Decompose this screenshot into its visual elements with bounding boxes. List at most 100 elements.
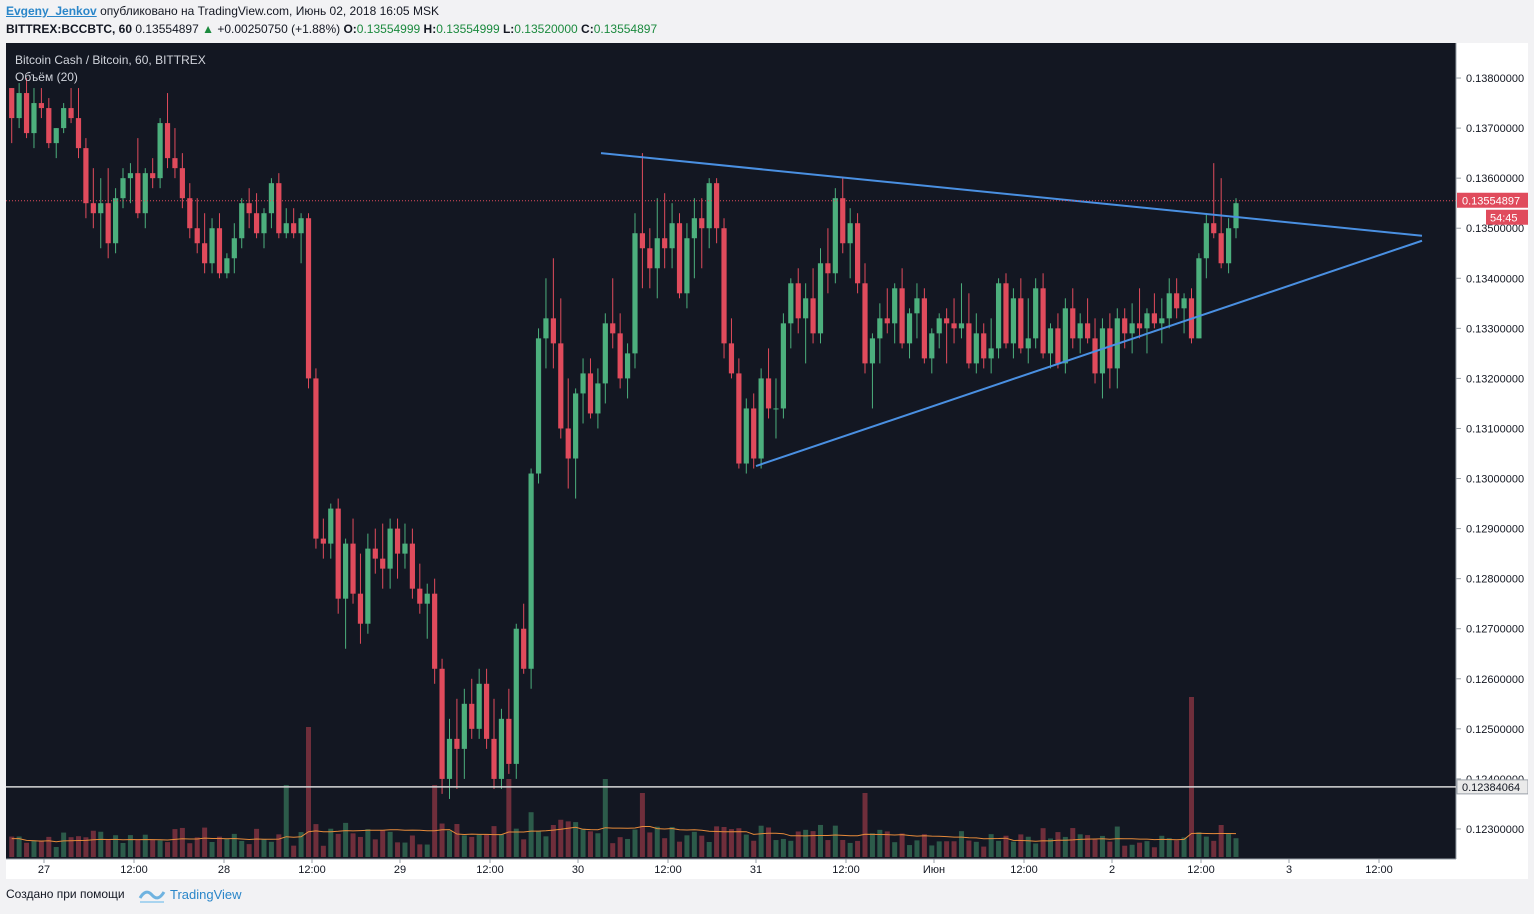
candle-body [721,228,727,344]
volume-bar [1181,837,1187,857]
candle-body [691,218,697,239]
volume-bar [1077,834,1083,857]
tradingview-logo-icon[interactable] [138,886,166,904]
candle-body [187,198,193,229]
candle-body [439,668,445,779]
volume-bar [565,821,571,857]
candle-body [461,703,467,749]
volume-bar [855,840,861,857]
candle-body [803,298,809,319]
volume-bar [1033,843,1039,857]
volume-bar [721,826,727,857]
volume-bar [1188,697,1194,857]
candle-body [1085,323,1091,339]
candle-body [936,318,942,334]
volume-bar [491,826,497,857]
close-label: C: [581,22,594,36]
candle-body [639,233,646,249]
volume-bar [120,842,126,857]
candle-body [1047,328,1054,354]
volume-bar [113,835,119,857]
volume-bar [1085,835,1091,857]
candle-body [632,233,638,354]
candle-body [743,408,749,464]
volume-bar [224,839,230,857]
candle-body [387,528,393,569]
candle-body [1070,308,1076,339]
candle-body [1233,203,1239,229]
high-value: 0.13554999 [436,22,500,36]
volume-bar [766,827,772,857]
volume-bar [409,835,415,857]
time-tick-label: 3 [1286,864,1292,876]
volume-bar [202,827,208,857]
volume-bar [558,819,564,857]
volume-bar [899,833,905,857]
candle-body [1151,313,1157,324]
volume-bar [632,829,638,857]
price-tick-label: 0.12300000 [1466,824,1524,836]
volume-bar [268,841,274,857]
volume-bar [929,845,935,857]
candlestick-chart[interactable]: 0.13800000 0.13700000 0.13600000 0.13500000… [6,43,1528,879]
candle-body [587,373,594,414]
publish-line: Evgeny_Jenkov опубликовано на TradingVie… [6,4,439,18]
volume-bar [1122,845,1128,857]
tradingview-brand-link[interactable]: TradingView [170,887,242,902]
candle-body [172,158,178,169]
volume-bar [53,846,59,857]
time-tick-label: 12:00 [654,864,682,876]
trendline-support [755,239,1423,467]
volume-bar [1018,834,1024,857]
candle-body [624,353,631,379]
candle-body [758,378,764,459]
volume-bar [1070,828,1076,857]
legend-title: Bitcoin Cash / Bitcoin, 60, BITTREX [15,53,206,67]
candle-body [224,258,230,274]
volume-bar [343,822,349,857]
volume-bar [513,828,519,857]
candle-body [788,283,794,324]
volume-bar [691,831,697,857]
volume-bar [216,836,222,857]
candle-body [194,228,200,244]
candle-body [884,318,890,324]
candle-body [135,173,141,214]
candle-body [98,203,104,214]
candle-body [1174,293,1180,309]
volume-bar [639,793,645,857]
candle-body [840,198,846,244]
candle-body [239,203,245,239]
volume-bar [135,839,141,857]
price-tick-label: 0.13500000 [1466,223,1524,235]
volume-bar [254,828,260,857]
price-tick-label: 0.13700000 [1466,123,1524,135]
candle-body [394,528,401,554]
price-tick-label: 0.13100000 [1466,423,1524,435]
time-tick-label: 12:00 [120,864,148,876]
candle-body [202,243,208,264]
price-tick-label: 0.13600000 [1466,173,1524,185]
candle-body [1203,223,1209,259]
chart-area[interactable]: 0.13800000 0.13700000 0.13600000 0.13500000… [6,43,1528,879]
volume-bar [877,829,883,857]
candle-body [409,543,415,589]
volume-bar [1166,838,1172,857]
candle-body [662,238,668,249]
candle-body [1159,318,1165,324]
volume-bar [973,841,979,857]
candle-body [1129,323,1135,334]
horizontal-level-tag [1456,779,1528,795]
candle-body [1211,223,1217,234]
volume-bar [61,832,67,857]
volume-bar [966,840,972,857]
volume-bar [951,841,957,857]
author-link[interactable]: Evgeny_Jenkov [6,4,97,18]
candle-body [610,323,616,334]
candle-body [854,223,861,284]
volume-bar [1151,847,1157,857]
candle-body [491,738,497,779]
price-tick-label: 0.12700000 [1466,624,1524,636]
volume-bar [862,793,868,857]
volume-ma-line [11,826,1237,843]
